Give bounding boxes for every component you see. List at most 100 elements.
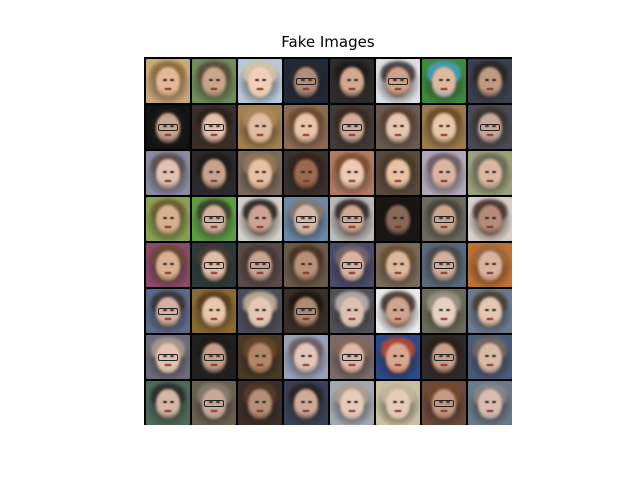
generated-face-image [468,59,512,103]
generated-face-image [422,289,466,333]
face-mouth [164,87,172,90]
face [202,250,226,281]
face-eye [484,262,489,265]
generated-face-image [146,197,190,241]
face [294,112,318,143]
generated-face-image [192,197,236,241]
face-mouth [394,87,402,90]
face [294,342,318,373]
face [478,204,502,235]
face-mouth [440,317,448,320]
generated-face-image [468,335,512,379]
face [248,342,272,373]
face-mouth [348,133,356,136]
face-eye [162,354,167,357]
face-mouth [210,225,218,228]
face-glasses [342,262,362,270]
face-eye [346,400,351,403]
face-mouth [164,271,172,274]
face-glasses [204,262,224,270]
face-glasses [204,400,224,408]
face-mouth [164,409,172,412]
face-eye [262,262,267,265]
face [156,112,180,143]
face-mouth [486,271,494,274]
face-eye [208,354,213,357]
face [202,388,226,419]
face [156,204,180,235]
face [386,250,410,281]
generated-face-image [468,105,512,149]
face-eye [300,216,305,219]
face-eye [354,400,359,403]
face-glasses [434,354,454,362]
face-eye [300,354,305,357]
face-eye [446,124,451,127]
face-mouth [256,317,264,320]
generated-face-image [330,381,374,425]
face-eye [216,262,221,265]
face-mouth [348,363,356,366]
face-mouth [440,363,448,366]
face [432,112,456,143]
face [386,388,410,419]
generated-face-image [146,335,190,379]
face [340,342,364,373]
face-eye [392,308,397,311]
face-eye [492,78,497,81]
face [432,158,456,189]
face-eye [446,308,451,311]
generated-face-image [284,151,328,195]
generated-face-image [238,381,282,425]
generated-face-image [238,197,282,241]
generated-face-image [330,105,374,149]
face-mouth [210,317,218,320]
face-eye [254,124,259,127]
generated-face-image [192,381,236,425]
face-eye [162,124,167,127]
face-mouth [486,409,494,412]
face-eye [308,262,313,265]
generated-face-image [238,59,282,103]
face-mouth [440,271,448,274]
face [386,342,410,373]
face-eye [300,400,305,403]
face [340,66,364,97]
face-glasses [158,124,178,132]
face-eye [254,170,259,173]
face [248,158,272,189]
generated-face-image [146,59,190,103]
face-eye [300,124,305,127]
face-eye [400,124,405,127]
face-mouth [302,225,310,228]
face-mouth [440,87,448,90]
face-mouth [440,133,448,136]
face-eye [216,308,221,311]
face [478,158,502,189]
face-mouth [302,271,310,274]
face-eye [308,308,313,311]
generated-face-image [192,289,236,333]
face-eye [354,170,359,173]
face [432,342,456,373]
face-glasses [434,400,454,408]
face-eye [208,124,213,127]
face-eye [346,170,351,173]
fake-images-grid [144,57,512,425]
generated-face-image [238,105,282,149]
face [386,204,410,235]
generated-face-image [284,105,328,149]
face-eye [446,400,451,403]
face [478,66,502,97]
face-mouth [486,225,494,228]
generated-face-image [284,59,328,103]
face-eye [262,78,267,81]
face-mouth [302,317,310,320]
generated-face-image [422,243,466,287]
generated-face-image [468,289,512,333]
face-eye [446,170,451,173]
face-mouth [164,363,172,366]
face-mouth [348,271,356,274]
face-mouth [394,225,402,228]
generated-face-image [330,197,374,241]
